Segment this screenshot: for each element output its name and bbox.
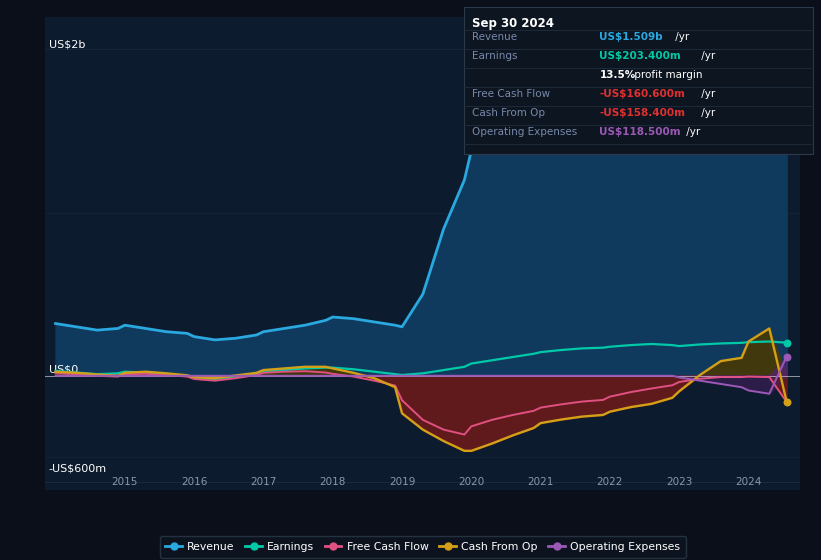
- Text: Cash From Op: Cash From Op: [472, 108, 545, 118]
- Text: Free Cash Flow: Free Cash Flow: [472, 89, 550, 99]
- Text: 2016: 2016: [181, 477, 208, 487]
- Text: US$203.400m: US$203.400m: [599, 51, 681, 61]
- Legend: Revenue, Earnings, Free Cash Flow, Cash From Op, Operating Expenses: Revenue, Earnings, Free Cash Flow, Cash …: [159, 536, 686, 558]
- Text: -US$600m: -US$600m: [48, 464, 107, 474]
- Text: US$1.509b: US$1.509b: [599, 32, 663, 42]
- Text: /yr: /yr: [698, 51, 715, 61]
- Text: Revenue: Revenue: [472, 32, 517, 42]
- Point: [780, 352, 793, 361]
- Text: 2022: 2022: [597, 477, 623, 487]
- Text: 2015: 2015: [112, 477, 138, 487]
- Point: [780, 397, 793, 406]
- Text: /yr: /yr: [698, 89, 715, 99]
- Text: Sep 30 2024: Sep 30 2024: [472, 17, 554, 30]
- Text: 2021: 2021: [527, 477, 554, 487]
- Text: /yr: /yr: [698, 108, 715, 118]
- Text: 2023: 2023: [666, 477, 692, 487]
- Text: 2018: 2018: [319, 477, 346, 487]
- Text: US$118.500m: US$118.500m: [599, 127, 681, 137]
- Text: 2024: 2024: [736, 477, 762, 487]
- Text: profit margin: profit margin: [631, 70, 702, 80]
- Text: -US$160.600m: -US$160.600m: [599, 89, 686, 99]
- Text: 2019: 2019: [389, 477, 415, 487]
- Point: [780, 338, 793, 347]
- Text: /yr: /yr: [672, 32, 689, 42]
- Text: 2017: 2017: [250, 477, 277, 487]
- Point: [780, 61, 793, 70]
- Text: -US$158.400m: -US$158.400m: [599, 108, 686, 118]
- Text: US$2b: US$2b: [48, 39, 85, 49]
- Text: US$0: US$0: [48, 364, 78, 374]
- Text: /yr: /yr: [683, 127, 700, 137]
- Text: Earnings: Earnings: [472, 51, 517, 61]
- Text: Operating Expenses: Operating Expenses: [472, 127, 577, 137]
- Text: 13.5%: 13.5%: [599, 70, 635, 80]
- Text: 2020: 2020: [458, 477, 484, 487]
